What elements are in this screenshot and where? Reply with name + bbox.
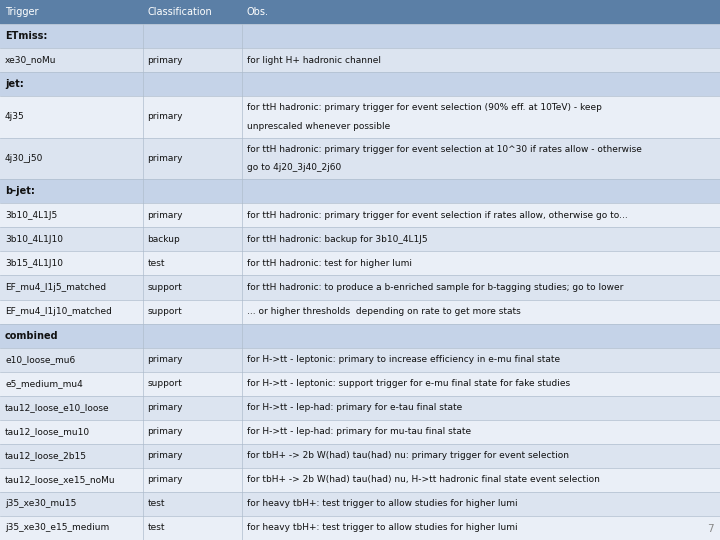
Text: ETmiss:: ETmiss: (5, 31, 48, 41)
Text: 3b15_4L1J10: 3b15_4L1J10 (5, 259, 63, 268)
Bar (0, 204, 720, 227)
Text: 4j35: 4j35 (5, 112, 24, 122)
Text: b-jet:: b-jet: (5, 186, 35, 197)
Text: support: support (148, 283, 182, 292)
Text: e5_medium_mu4: e5_medium_mu4 (5, 379, 83, 388)
Bar (0, 72, 720, 96)
Bar (0, 252, 720, 275)
Text: primary: primary (148, 475, 183, 484)
Text: for ttH hadronic: primary trigger for event selection at 10^30 if rates allow - : for ttH hadronic: primary trigger for ev… (247, 145, 642, 154)
Text: ... or higher thresholds  depending on rate to get more stats: ... or higher thresholds depending on ra… (247, 307, 521, 316)
Text: primary: primary (148, 112, 183, 122)
Text: EF_mu4_l1j5_matched: EF_mu4_l1j5_matched (5, 283, 106, 292)
Text: for heavy tbH+: test trigger to allow studies for higher lumi: for heavy tbH+: test trigger to allow st… (247, 523, 518, 532)
Text: test: test (148, 259, 165, 268)
Text: primary: primary (148, 154, 183, 163)
Text: for ttH hadronic: backup for 3b10_4L1J5: for ttH hadronic: backup for 3b10_4L1J5 (247, 235, 428, 244)
Bar (0, 516, 720, 540)
Bar (0, 227, 720, 252)
Text: support: support (148, 307, 182, 316)
Bar (0, 275, 720, 300)
Text: for tbH+ -> 2b W(had) tau(had) nu: primary trigger for event selection: for tbH+ -> 2b W(had) tau(had) nu: prima… (247, 451, 569, 460)
Text: tau12_loose_xe15_noMu: tau12_loose_xe15_noMu (5, 475, 116, 484)
Bar (0, 96, 720, 138)
Text: EF_mu4_l1j10_matched: EF_mu4_l1j10_matched (5, 307, 112, 316)
Text: 4j30_j50: 4j30_j50 (5, 154, 43, 163)
Bar (0, 444, 720, 468)
Text: 7: 7 (707, 524, 714, 534)
Text: for light H+ hadronic channel: for light H+ hadronic channel (247, 56, 381, 65)
Text: primary: primary (148, 427, 183, 436)
Text: primary: primary (148, 451, 183, 460)
Bar (0, 348, 720, 372)
Text: primary: primary (148, 355, 183, 364)
Text: 3b10_4L1J10: 3b10_4L1J10 (5, 235, 63, 244)
Text: for ttH hadronic: primary trigger for event selection if rates allow, otherwise : for ttH hadronic: primary trigger for ev… (247, 211, 628, 220)
Text: j35_xe30_e15_medium: j35_xe30_e15_medium (5, 523, 109, 532)
Text: for H->tt - lep-had: primary for e-tau final state: for H->tt - lep-had: primary for e-tau f… (247, 403, 462, 412)
Bar (0, 396, 720, 420)
Text: Obs.: Obs. (247, 7, 269, 17)
Text: xe30_noMu: xe30_noMu (5, 56, 56, 65)
Text: test: test (148, 500, 165, 509)
Text: for H->tt - leptonic: support trigger for e-mu final state for fake studies: for H->tt - leptonic: support trigger fo… (247, 379, 570, 388)
Text: primary: primary (148, 56, 183, 65)
Text: e10_loose_mu6: e10_loose_mu6 (5, 355, 76, 364)
Text: Classification: Classification (148, 7, 212, 17)
Bar (0, 0, 720, 24)
Text: jet:: jet: (5, 79, 24, 89)
Bar (0, 300, 720, 323)
Text: Trigger: Trigger (5, 7, 38, 17)
Bar (0, 24, 720, 48)
Text: backup: backup (148, 235, 180, 244)
Text: tau12_loose_e10_loose: tau12_loose_e10_loose (5, 403, 109, 412)
Text: for tbH+ -> 2b W(had) tau(had) nu, H->tt hadronic final state event selection: for tbH+ -> 2b W(had) tau(had) nu, H->tt… (247, 475, 600, 484)
Text: unprescaled whenever possible: unprescaled whenever possible (247, 122, 390, 131)
Text: 3b10_4L1J5: 3b10_4L1J5 (5, 211, 58, 220)
Text: j35_xe30_mu15: j35_xe30_mu15 (5, 500, 76, 509)
Text: tau12_loose_mu10: tau12_loose_mu10 (5, 427, 90, 436)
Bar (0, 323, 720, 348)
Bar (0, 468, 720, 492)
Text: for ttH hadronic: test for higher lumi: for ttH hadronic: test for higher lumi (247, 259, 412, 268)
Text: for ttH hadronic: primary trigger for event selection (90% eff. at 10TeV) - keep: for ttH hadronic: primary trigger for ev… (247, 103, 602, 112)
Text: combined: combined (5, 330, 58, 341)
Bar (0, 492, 720, 516)
Bar (0, 138, 720, 179)
Bar (0, 372, 720, 396)
Text: for H->tt - leptonic: primary to increase efficiency in e-mu final state: for H->tt - leptonic: primary to increas… (247, 355, 560, 364)
Text: for H->tt - lep-had: primary for mu-tau final state: for H->tt - lep-had: primary for mu-tau … (247, 427, 471, 436)
Text: tau12_loose_2b15: tau12_loose_2b15 (5, 451, 87, 460)
Text: support: support (148, 379, 182, 388)
Bar (0, 48, 720, 72)
Text: for ttH hadronic: to produce a b-enriched sample for b-tagging studies; go to lo: for ttH hadronic: to produce a b-enriche… (247, 283, 624, 292)
Text: for heavy tbH+: test trigger to allow studies for higher lumi: for heavy tbH+: test trigger to allow st… (247, 500, 518, 509)
Bar (0, 420, 720, 444)
Text: test: test (148, 523, 165, 532)
Text: primary: primary (148, 403, 183, 412)
Bar (0, 179, 720, 204)
Text: primary: primary (148, 211, 183, 220)
Text: go to 4j20_3j40_2j60: go to 4j20_3j40_2j60 (247, 163, 341, 172)
